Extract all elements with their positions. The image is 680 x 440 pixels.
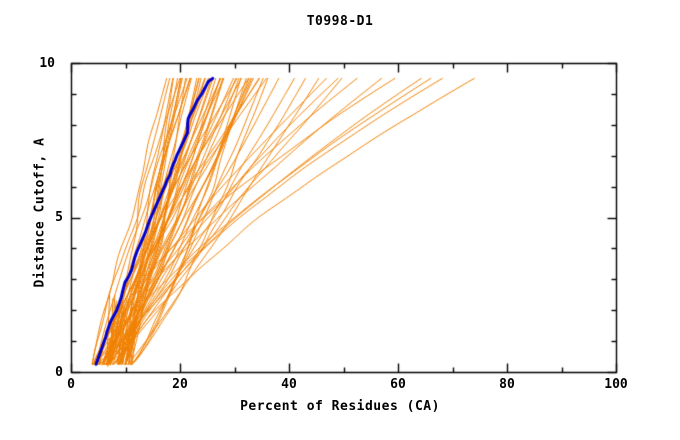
y-tick-label-5: 5 <box>55 210 63 225</box>
x-axis-label: Percent of Residues (CA) <box>240 399 440 414</box>
x-tick-label-0: 0 <box>67 377 75 392</box>
x-tick-label-80: 80 <box>499 377 515 392</box>
x-tick-label-20: 20 <box>172 377 188 392</box>
x-tick-label-60: 60 <box>390 377 406 392</box>
x-tick-label-40: 40 <box>281 377 297 392</box>
y-tick-label-10: 10 <box>39 56 55 71</box>
x-tick-label-100: 100 <box>604 377 628 392</box>
y-tick-label-0: 0 <box>55 365 63 380</box>
